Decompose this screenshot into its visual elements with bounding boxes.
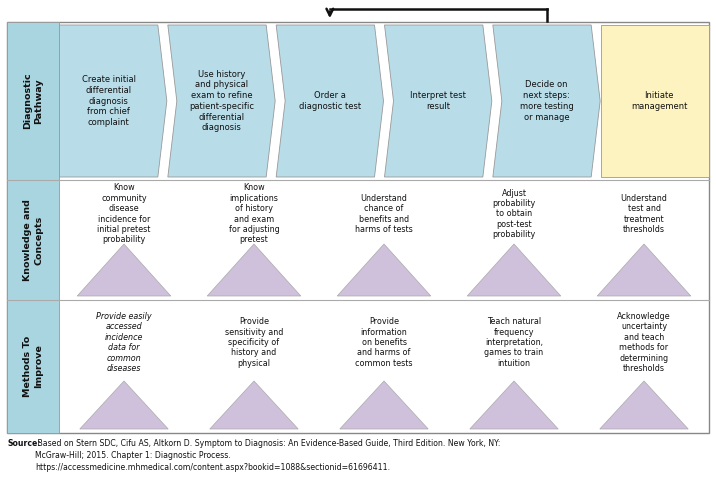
Polygon shape (210, 381, 298, 429)
Polygon shape (79, 381, 168, 429)
Polygon shape (470, 381, 558, 429)
Text: Know
community
disease
incidence for
initial pretest
probability: Know community disease incidence for ini… (97, 183, 150, 244)
Text: Know
implications
of history
and exam
for adjusting
pretest: Know implications of history and exam fo… (228, 183, 279, 244)
Bar (7, 22, 709, 433)
Polygon shape (337, 244, 431, 296)
Text: Acknowledge
uncertainty
and teach
methods for
determining
thresholds: Acknowledge uncertainty and teach method… (617, 312, 671, 373)
Text: Diagnostic
Pathway: Diagnostic Pathway (23, 73, 43, 129)
Polygon shape (493, 25, 600, 177)
Polygon shape (276, 25, 384, 177)
Text: Use history
and physical
exam to refine
patient-specific
differential
diagnosis: Use history and physical exam to refine … (189, 70, 254, 132)
Polygon shape (168, 25, 275, 177)
Bar (7, 180, 59, 300)
Text: Knowledge and
Concepts: Knowledge and Concepts (23, 199, 43, 281)
Polygon shape (340, 381, 428, 429)
Text: Understand
test and
treatment
thresholds: Understand test and treatment thresholds (621, 194, 667, 234)
Text: Methods To
Improve: Methods To Improve (23, 336, 43, 397)
Polygon shape (77, 244, 171, 296)
Text: Adjust
probability
to obtain
post-test
probability: Adjust probability to obtain post-test p… (493, 189, 536, 239)
Text: Provide easily
accessed
incidence
data for
common
diseases: Provide easily accessed incidence data f… (96, 312, 152, 373)
Polygon shape (59, 25, 167, 177)
Polygon shape (468, 244, 561, 296)
Text: Interpret test
result: Interpret test result (410, 91, 466, 111)
Bar (7, 22, 59, 180)
Text: Provide
information
on benefits
and harms of
common tests: Provide information on benefits and harm… (355, 317, 412, 368)
Bar (7, 300, 59, 433)
Text: Decide on
next steps:
more testing
or manage: Decide on next steps: more testing or ma… (520, 81, 574, 122)
Polygon shape (597, 244, 691, 296)
Text: Teach natural
frequency
interpretation,
games to train
intuition: Teach natural frequency interpretation, … (485, 317, 543, 368)
Text: Understand
chance of
benefits and
harms of tests: Understand chance of benefits and harms … (355, 194, 413, 234)
Text: Provide
sensitivity and
specificity of
history and
physical: Provide sensitivity and specificity of h… (225, 317, 284, 368)
Text: Initiate
management: Initiate management (631, 91, 687, 111)
Text: Order a
diagnostic test: Order a diagnostic test (299, 91, 361, 111)
Polygon shape (207, 244, 301, 296)
Text: Based on Stern SDC, Cifu AS, Altkorn D. Symptom to Diagnosis: An Evidence-Based : Based on Stern SDC, Cifu AS, Altkorn D. … (35, 439, 500, 472)
Text: Create initial
differential
diagnosis
from chief
complaint: Create initial differential diagnosis fr… (82, 75, 135, 127)
Text: Source:: Source: (7, 439, 41, 448)
Polygon shape (600, 381, 688, 429)
Polygon shape (384, 25, 492, 177)
Polygon shape (601, 25, 709, 177)
